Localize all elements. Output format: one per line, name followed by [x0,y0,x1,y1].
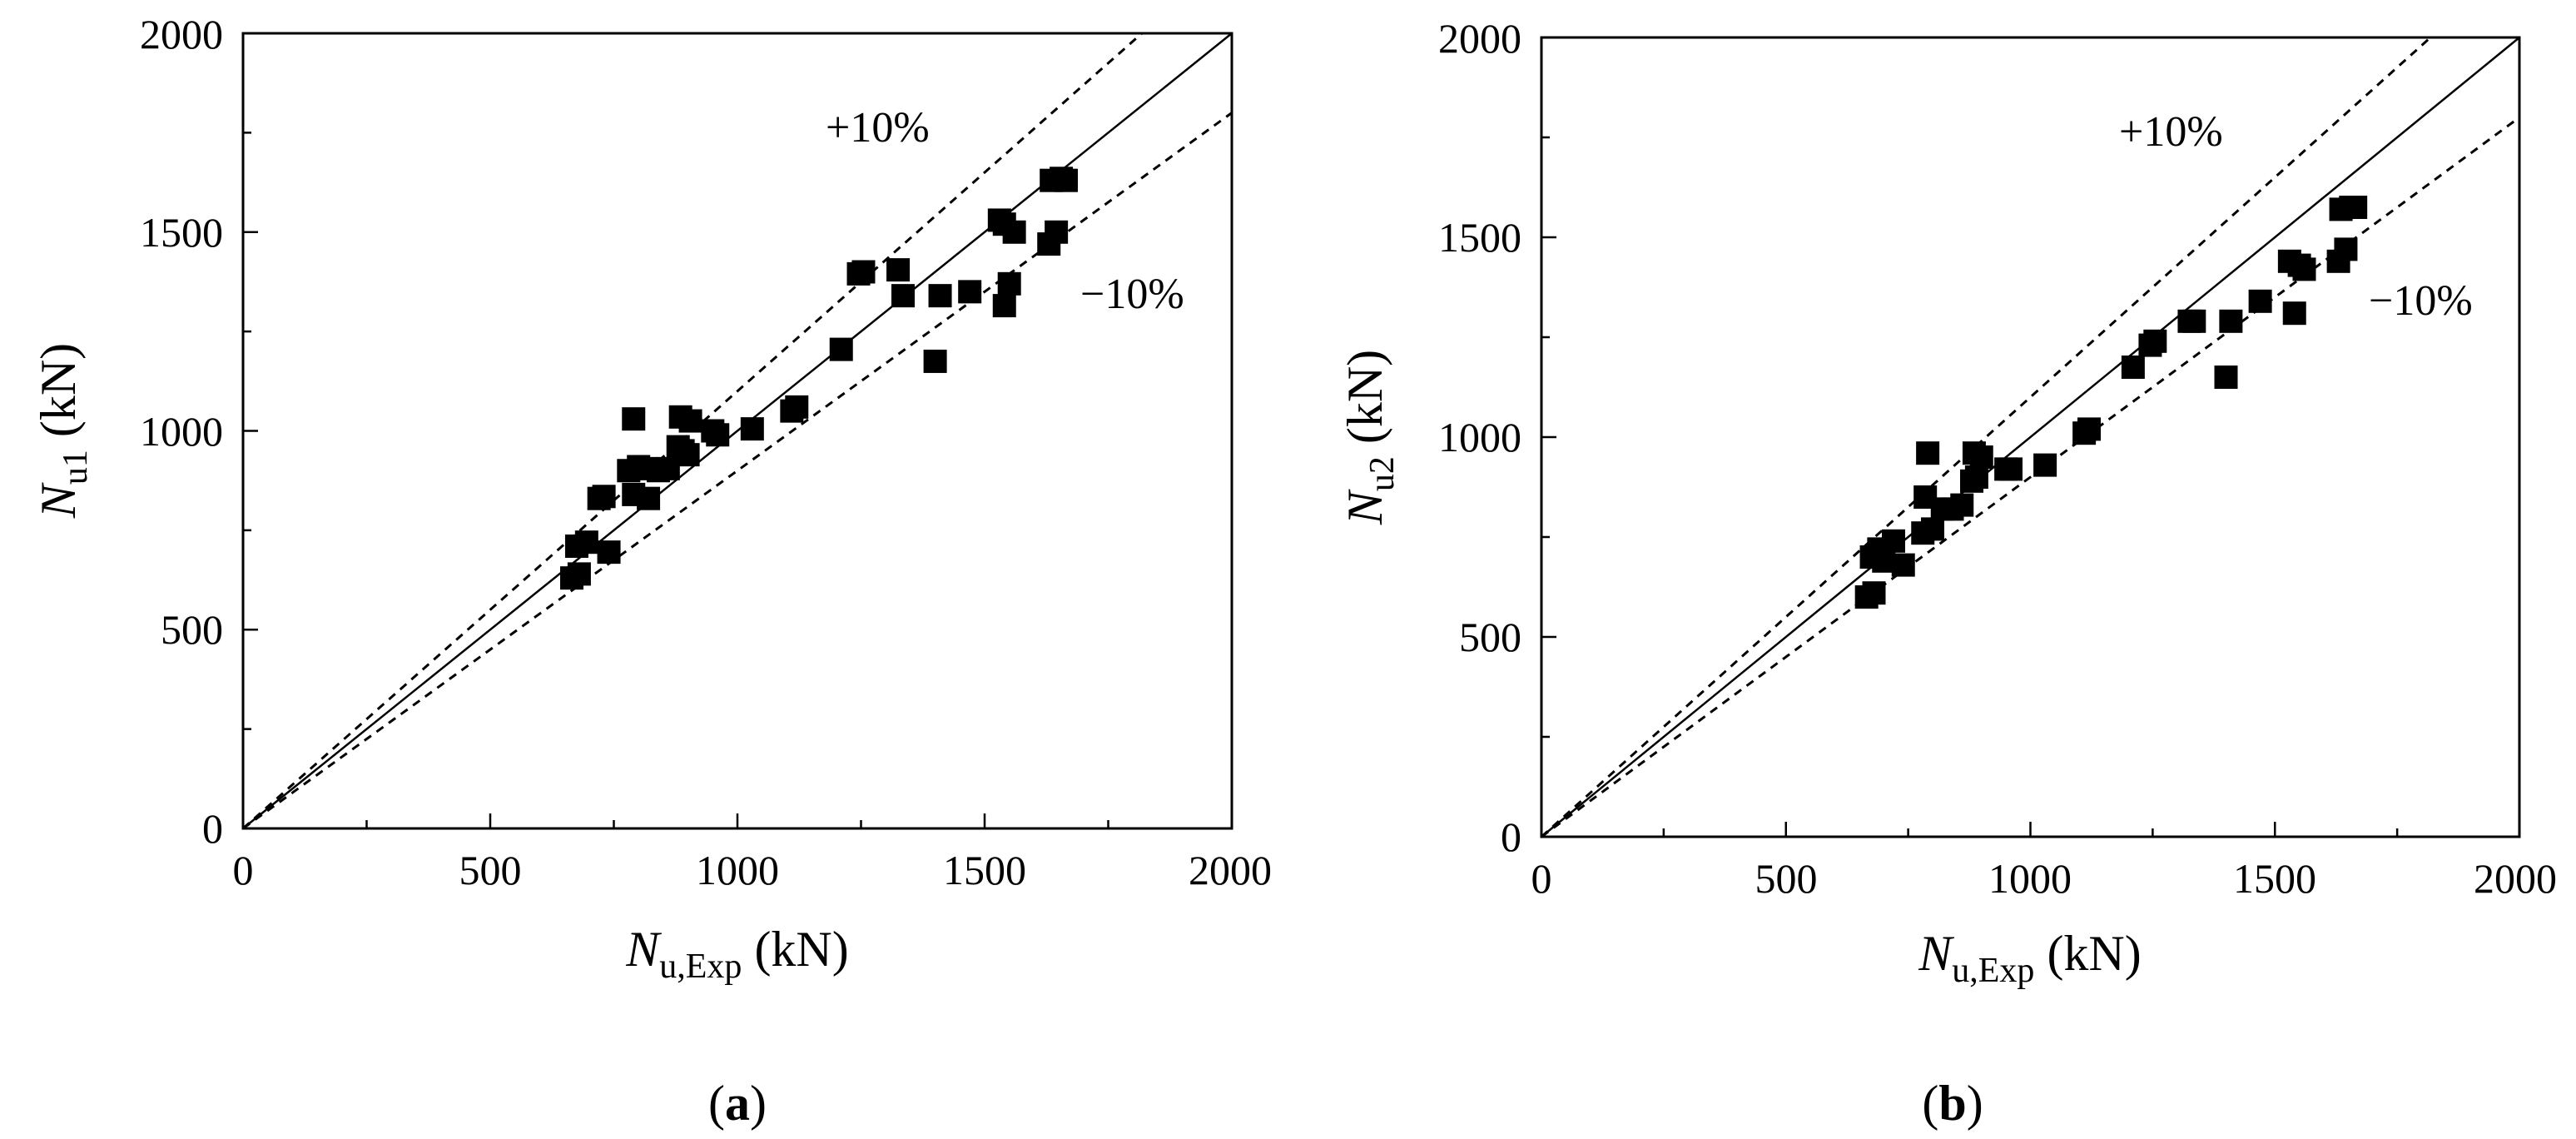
panel-a-data-point-21 [706,423,730,447]
panel-a-line-equality [242,32,1233,829]
panel-a-data-point-30 [923,349,947,373]
panel-a-ytick-1500: 1500 [140,209,223,256]
panel-a-data-point-1 [567,562,591,586]
panel-b-xtick-1500: 1500 [2233,855,2316,902]
panel-b-xtick-0: 0 [1531,855,1552,902]
panel-a-data-point-32 [958,280,982,304]
panel-a-data-point-22 [740,417,764,441]
panel-a: 0 500 1000 1500 2000 0 500 1000 1500 200… [31,11,1272,1131]
panel-a-data-point-36 [997,271,1021,296]
panel-b-data-point-6 [1891,553,1915,577]
panel-a-xtick-500: 500 [459,847,522,893]
panel-b-data-point-17 [1969,445,1993,469]
panel-a-data-point-6 [597,540,621,565]
panel-a-data-point-3 [574,530,598,555]
panel-b-ytick-2000: 2000 [1438,15,1521,62]
panel-a-data-point-42 [1055,168,1079,192]
panel-a-data-point-19 [678,409,702,433]
panel-b-data-point-23 [2121,356,2145,379]
panel-b-ytick-1500: 1500 [1438,214,1521,261]
panel-b-data-point-32 [2282,301,2306,326]
panel-b-data-point-39 [2344,196,2368,219]
panel-a-data-point-5 [592,485,616,509]
panel-a-ytick-1000: 1000 [140,408,223,455]
panel-a-data-point-28 [886,258,911,282]
panel-b-data-point-19 [1999,457,2023,481]
panel-a-line-minus10 [242,112,1233,830]
panel-a-data-point-25 [829,337,853,361]
panel-b-data-point-25 [2143,329,2167,353]
panel-b-ytick-500: 500 [1459,614,1521,660]
panel-b-data-point-1 [1862,581,1886,605]
panel-a-ticks [241,32,1233,830]
panel-b-xtick-1000: 1000 [1988,855,2072,902]
panel-b-data-point-13 [1950,493,1974,517]
panel-a-data-point-27 [851,260,876,284]
panel-b-data-point-4 [1872,549,1896,573]
panel-b-y-axis-label: Nu2 (kN) [1338,350,1402,525]
panel-a-ytick-2000: 2000 [140,11,223,57]
panel-b-plus10-label: +10% [2119,108,2223,156]
panel-b-data-point-20 [2033,453,2057,477]
panel-a-data-point-9 [622,407,646,431]
panel-b-data-point-10 [1921,517,1944,541]
panel-b-data-point-16 [1964,465,1988,489]
panel-a-data-point-18 [676,443,700,467]
panel-a-data-point-31 [928,284,952,308]
panel-a-minus10-label: −10% [1080,271,1184,318]
panel-b-ticks [1540,36,2521,838]
panel-b-data-point-30 [2248,289,2272,313]
panel-a-data-point-35 [992,294,1016,318]
panel-b-data-point-27 [2182,309,2206,333]
panel-a-xtick-1000: 1000 [696,847,779,893]
panel-b-line-minus10 [1541,116,2520,838]
panel-a-points [560,167,1079,590]
panel-b-data-point-28 [2214,366,2238,389]
panel-b: 0 500 1000 1500 2000 0 500 1000 1500 200… [1338,15,2557,1131]
panel-a-ytick-0: 0 [202,805,223,852]
panel-b-ytick-0: 0 [1501,813,1521,860]
panel-b-data-point-34 [2292,257,2316,281]
panel-a-y-axis-label: Nu1 (kN) [31,343,95,519]
panel-a-xtick-0: 0 [233,847,254,893]
panel-b-minus10-label: −10% [2369,277,2473,325]
panel-a-data-point-40 [1045,220,1069,244]
panel-b-label: (b) [1922,1076,1983,1131]
panel-a-x-axis-label: Nu,Exp (kN) [625,922,848,986]
panel-b-data-point-22 [2077,417,2101,441]
panel-b-line-equality [1541,37,2520,838]
panel-b-data-point-37 [2334,237,2358,261]
panel-a-xtick-2000: 2000 [1189,847,1272,893]
panel-a-label: (a) [708,1076,767,1131]
panel-a-data-point-24 [785,395,809,419]
panel-b-points [1854,196,2368,609]
panel-b-line-plus10 [1540,36,2432,838]
panel-a-data-point-29 [891,284,915,308]
panel-b-reference-lines [1540,36,2520,838]
panel-a-xtick-1500: 1500 [943,847,1026,893]
panel-a-data-point-12 [637,486,661,510]
panel-a-plus10-label: +10% [826,104,930,152]
panel-b-xtick-2000: 2000 [2474,855,2557,902]
panel-b-data-point-29 [2219,309,2243,333]
panel-b-ytick-1000: 1000 [1438,414,1521,460]
panel-a-reference-lines [242,32,1233,830]
panel-b-data-point-9 [1916,441,1940,465]
panel-b-xtick-500: 500 [1755,855,1818,902]
panel-a-ytick-500: 500 [161,606,223,653]
panel-b-x-axis-label: Nu,Exp (kN) [1918,926,2141,990]
panel-a-data-point-37 [1002,220,1026,244]
panel-b-data-point-5 [1882,529,1905,553]
